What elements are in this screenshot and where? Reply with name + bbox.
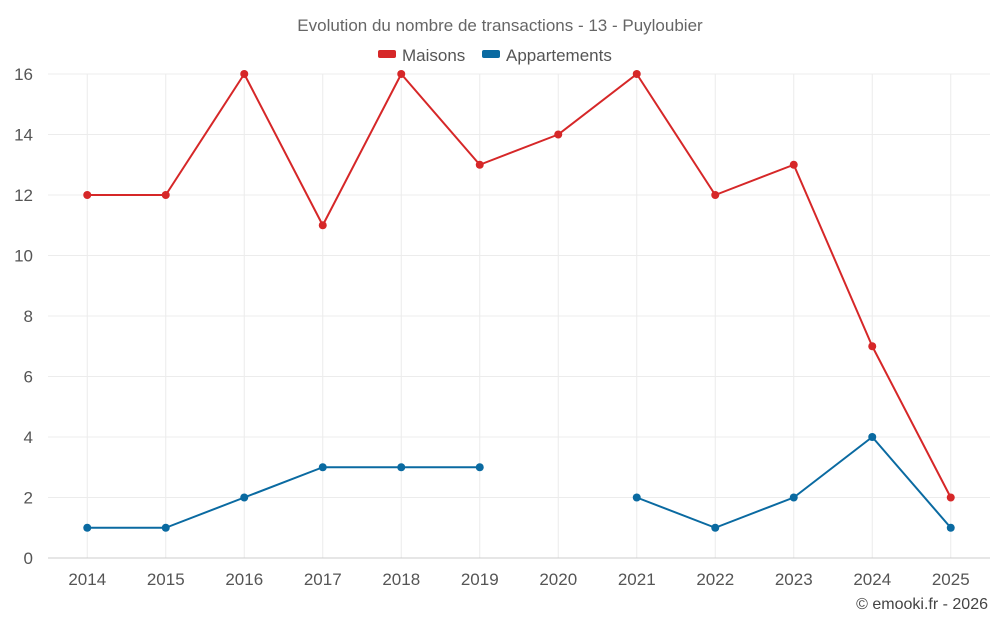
data-point-appartements[interactable] <box>318 463 327 472</box>
y-tick-label: 10 <box>14 247 33 266</box>
x-tick-label: 2019 <box>461 570 499 589</box>
y-tick-label: 4 <box>24 428 33 447</box>
data-point-appartements[interactable] <box>946 523 955 532</box>
data-point-appartements[interactable] <box>475 463 484 472</box>
series-maisons <box>83 70 955 502</box>
data-point-maisons[interactable] <box>868 342 877 351</box>
data-point-maisons[interactable] <box>318 221 327 230</box>
y-tick-label: 0 <box>24 549 33 568</box>
x-tick-label: 2014 <box>68 570 106 589</box>
series-line-maisons <box>87 73 952 498</box>
data-point-maisons[interactable] <box>711 191 720 199</box>
x-tick-label: 2015 <box>147 570 185 589</box>
x-tick-label: 2021 <box>618 570 656 589</box>
data-point-appartements[interactable] <box>868 433 877 441</box>
data-point-maisons[interactable] <box>946 493 955 502</box>
y-tick-label: 6 <box>24 368 33 387</box>
data-point-appartements[interactable] <box>711 523 720 532</box>
data-point-appartements[interactable] <box>83 523 92 532</box>
data-point-maisons[interactable] <box>83 191 92 199</box>
series-line-appartements <box>87 466 480 529</box>
legend-swatch-maisons <box>378 50 396 58</box>
data-point-appartements[interactable] <box>397 463 406 472</box>
credit-text: © emooki.fr - 2026 <box>856 596 988 613</box>
axes: 0 2 4 6 8 10 12 14 16 2014 2015 2016 2017 2018 2019 202… <box>14 65 990 589</box>
data-point-maisons[interactable] <box>554 130 563 139</box>
data-point-appartements[interactable] <box>789 493 798 502</box>
chart-title: Evolution du nombre de transactions - 13… <box>297 16 703 35</box>
y-tick-label: 2 <box>24 489 33 508</box>
x-tick-label: 2016 <box>225 570 263 589</box>
y-tick-label: 12 <box>14 186 33 205</box>
legend-label-appartements[interactable]: Appartements <box>506 46 612 65</box>
x-tick-label: 2022 <box>696 570 734 589</box>
x-tick-label: 2024 <box>853 570 891 589</box>
series-appartements <box>83 433 955 532</box>
data-point-maisons[interactable] <box>632 70 641 78</box>
x-tick-label: 2018 <box>382 570 420 589</box>
x-tick-label: 2017 <box>304 570 342 589</box>
data-point-maisons[interactable] <box>789 160 798 169</box>
legend-swatch-appartements <box>482 50 500 58</box>
data-point-maisons[interactable] <box>397 70 406 78</box>
legend[interactable]: Maisons Appartements <box>378 46 612 65</box>
data-point-maisons[interactable] <box>240 70 249 78</box>
data-point-maisons[interactable] <box>475 160 484 169</box>
legend-label-maisons[interactable]: Maisons <box>402 46 465 65</box>
grid <box>48 73 990 559</box>
data-point-appartements[interactable] <box>240 493 249 502</box>
x-tick-label: 2025 <box>932 570 970 589</box>
y-tick-label: 16 <box>14 65 33 84</box>
x-tick-label: 2023 <box>775 570 813 589</box>
data-point-maisons[interactable] <box>161 191 170 199</box>
series <box>83 70 955 532</box>
data-point-appartements[interactable] <box>632 493 641 502</box>
x-tick-label: 2020 <box>539 570 577 589</box>
y-tick-label: 8 <box>24 307 33 326</box>
y-tick-label: 14 <box>14 126 33 145</box>
data-point-appartements[interactable] <box>161 523 170 532</box>
